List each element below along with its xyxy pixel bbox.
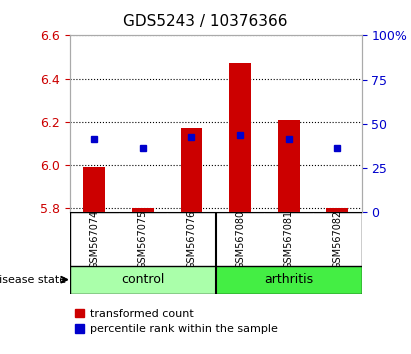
Legend: transformed count, percentile rank within the sample: transformed count, percentile rank withi… (76, 308, 278, 334)
Bar (326, 208, 348, 212)
Text: GSM567080: GSM567080 (235, 209, 245, 269)
Text: GDS5243 / 10376366: GDS5243 / 10376366 (123, 14, 288, 29)
Text: disease state: disease state (0, 275, 66, 285)
Text: GSM567075: GSM567075 (138, 209, 148, 269)
Bar (278, 120, 300, 212)
Bar (83, 167, 105, 212)
Bar (180, 128, 202, 212)
Bar (229, 63, 251, 212)
Text: GSM567074: GSM567074 (89, 209, 99, 269)
Text: arthritis: arthritis (264, 273, 313, 286)
Text: GSM567076: GSM567076 (187, 209, 196, 269)
Bar (132, 208, 154, 212)
Bar (216, 266, 362, 294)
Text: control: control (121, 273, 164, 286)
Text: GSM567082: GSM567082 (332, 209, 342, 269)
Bar (70, 266, 216, 294)
Text: GSM567081: GSM567081 (284, 209, 294, 269)
